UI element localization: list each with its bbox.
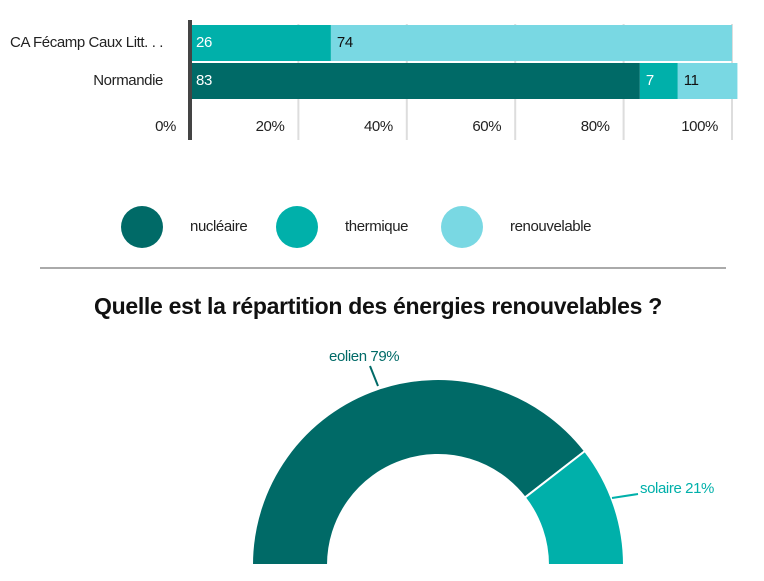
legend-label: nucléaire: [190, 218, 247, 235]
bar-segment: [330, 25, 732, 61]
donut-label-category: eolien: [329, 348, 367, 365]
x-tick-label: 0%: [155, 118, 176, 135]
leader-line: [369, 365, 379, 387]
x-tick-label: 100%: [681, 118, 718, 135]
bar-segment: [639, 63, 678, 99]
donut-label-value: 21%: [685, 480, 714, 497]
x-tick-label: 20%: [256, 118, 285, 135]
bar-value-label: 11: [684, 72, 699, 89]
donut-label-category: solaire: [640, 480, 681, 497]
bar-value-label: 83: [196, 72, 212, 89]
bar-value-label: 7: [646, 72, 654, 89]
legend-swatch: [121, 206, 163, 248]
donut-segment: [523, 449, 626, 566]
y-tick-label: Normandie: [93, 72, 163, 89]
x-tick-label: 80%: [581, 118, 610, 135]
legend-label: renouvelable: [510, 218, 591, 235]
x-tick-label: 40%: [364, 118, 393, 135]
donut-label-value: 79%: [370, 348, 399, 365]
bar-segment: [677, 63, 738, 99]
donut-segment: [250, 378, 587, 566]
bar-segment: [190, 25, 331, 61]
legend-swatch: [441, 206, 483, 248]
y-tick-label: CA Fécamp Caux Litt. . .: [10, 34, 163, 51]
legend-label: thermique: [345, 218, 408, 235]
leader-line: [611, 493, 639, 499]
bar-segment: [190, 63, 640, 99]
bar-value-label: 74: [337, 34, 353, 51]
donut-title: Quelle est la répartition des énergies r…: [94, 293, 662, 319]
x-tick-label: 60%: [472, 118, 501, 135]
donut-label: eolien 79%: [329, 348, 399, 365]
bar-value-label: 26: [196, 34, 212, 51]
donut-label: solaire 21%: [640, 480, 714, 497]
legend-swatch: [276, 206, 318, 248]
